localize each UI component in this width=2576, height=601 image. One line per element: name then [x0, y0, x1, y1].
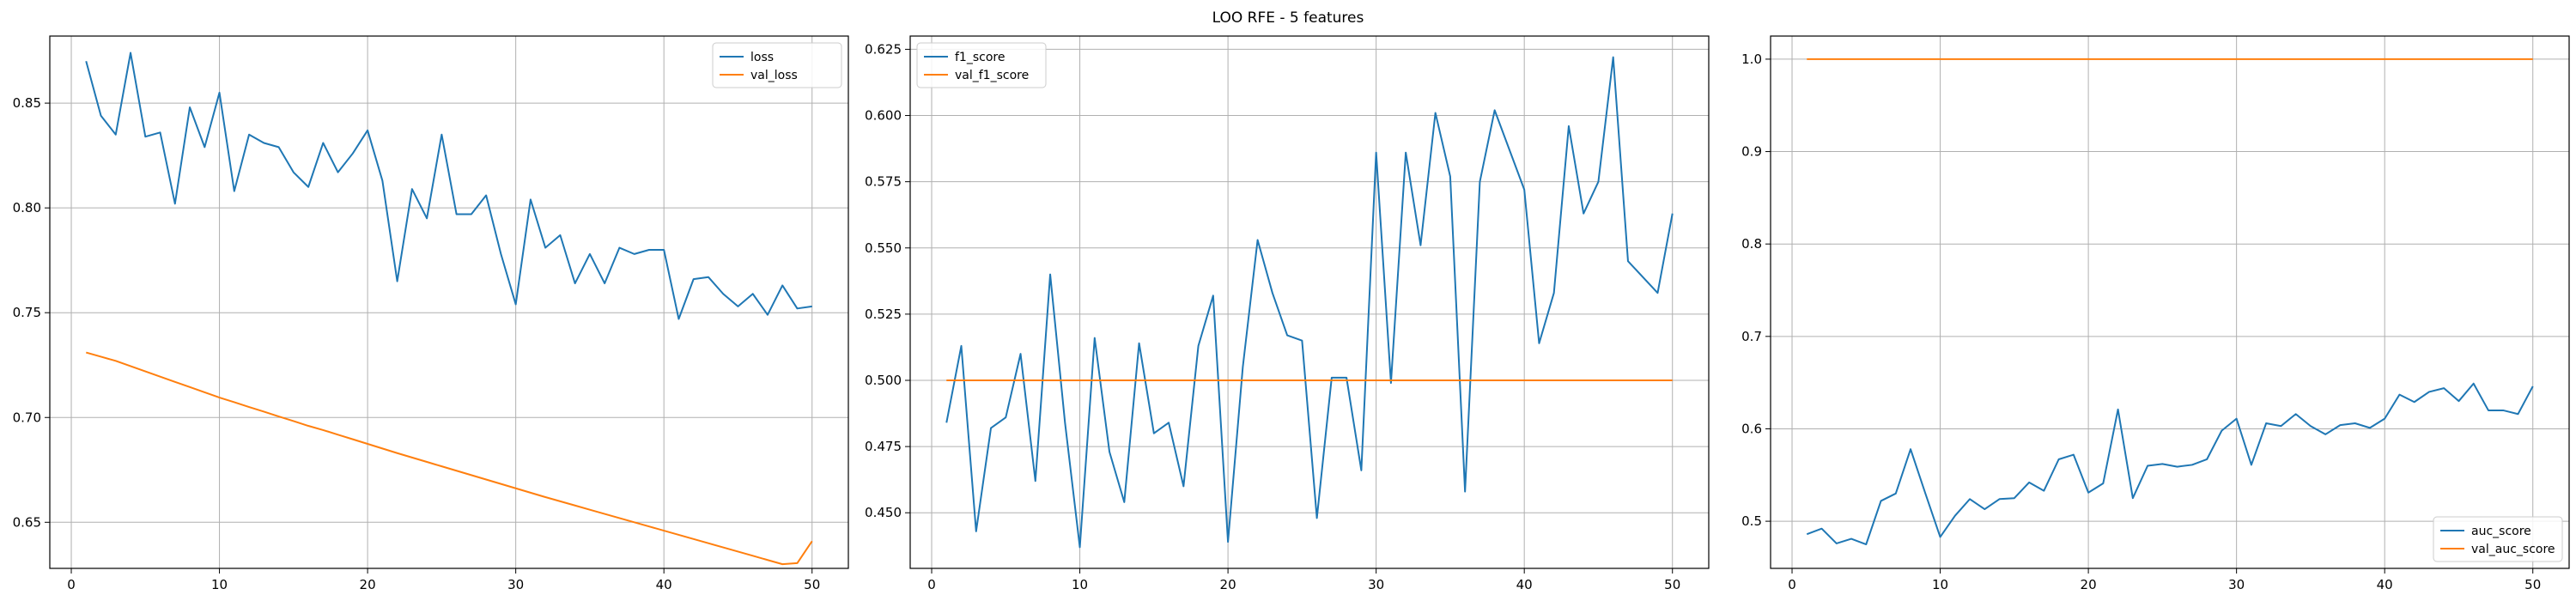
y-tick-label: 0.85	[13, 95, 41, 111]
x-tick-label: 50	[1664, 577, 1680, 592]
x-tick-label: 50	[804, 577, 820, 592]
y-tick-label: 0.550	[865, 240, 902, 256]
legend-label-loss: loss	[750, 51, 774, 64]
y-tick-label: 0.75	[13, 305, 41, 320]
legend-label-val-auc-score: val_auc_score	[2471, 543, 2555, 556]
legend-label-auc-score: auc_score	[2471, 525, 2531, 538]
y-tick-label: 0.525	[865, 307, 902, 322]
y-tick-label: 0.7	[1741, 329, 1762, 344]
legend: loss val_loss	[712, 42, 842, 88]
y-tick-label: 0.450	[865, 505, 902, 520]
y-tick-label: 0.5	[1741, 513, 1762, 529]
y-tick-label: 0.500	[865, 373, 902, 388]
x-tick-label: 30	[1368, 577, 1384, 592]
series-line-val-loss	[85, 351, 813, 566]
series-line-f1-score	[945, 56, 1674, 549]
y-tick-label: 0.625	[865, 41, 902, 57]
y-tick-label: 0.575	[865, 174, 902, 190]
x-tick-label: 40	[2377, 577, 2393, 592]
legend-box	[2433, 516, 2563, 562]
y-tick-label: 0.8	[1741, 236, 1762, 252]
series-line-loss	[85, 52, 812, 320]
x-tick-label: 30	[507, 577, 524, 592]
x-tick-label: 50	[2524, 577, 2541, 592]
chart-panel-1: 0 10 20 30 40 50 0.65 0.70 0.75 0.80 0.85 loss val_l…	[13, 35, 849, 592]
y-tick-label: 0.70	[13, 410, 41, 425]
chart-panel-3: 0 10 20 30 40 50 0.5 0.6 0.7 0.8 0.9 1.0 auc_scoreva…	[1741, 35, 2570, 592]
y-tick-label: 0.80	[13, 200, 41, 216]
y-tick-label: 0.600	[865, 108, 902, 124]
x-tick-label: 40	[1516, 577, 1533, 592]
plot-frame	[909, 35, 1710, 569]
x-tick-label: 10	[1932, 577, 1948, 592]
legend-label-val-loss: val_loss	[750, 69, 798, 82]
x-tick-label: 30	[2228, 577, 2245, 592]
y-tick-label: 0.6	[1741, 421, 1762, 436]
y-tick-label: 0.475	[865, 439, 902, 454]
y-tick-label: 1.0	[1741, 52, 1762, 67]
y-tick-label: 0.9	[1741, 144, 1762, 160]
x-tick-label: 40	[656, 577, 672, 592]
legend-box	[712, 42, 842, 88]
x-tick-label: 10	[211, 577, 228, 592]
legend-box	[916, 42, 1047, 88]
x-tick-label: 0	[927, 577, 936, 592]
chart-panel-2: 0 10 20 30 40 50 0.450 0.475 0.500 0.525 0.550 0.57…	[865, 35, 1710, 592]
legend-label-f1-score: f1_score	[955, 51, 1005, 64]
series-line-auc-score	[1806, 382, 2534, 546]
x-tick-label: 0	[1788, 577, 1796, 592]
legend: f1_score val_f1_score	[916, 42, 1047, 88]
plot-frame	[49, 35, 849, 569]
legend: auc_score val_auc_score	[2433, 516, 2563, 562]
legend-label-val-f1-score: val_f1_score	[955, 69, 1029, 82]
plot-frame	[1770, 35, 2570, 569]
x-tick-label: 20	[1220, 577, 1236, 592]
x-tick-label: 0	[67, 577, 76, 592]
y-tick-label: 0.65	[13, 514, 41, 530]
x-tick-label: 20	[360, 577, 376, 592]
figure-suptitle: LOO RFE - 5 features	[1212, 9, 1364, 27]
x-tick-label: 10	[1072, 577, 1088, 592]
x-tick-label: 20	[2081, 577, 2097, 592]
